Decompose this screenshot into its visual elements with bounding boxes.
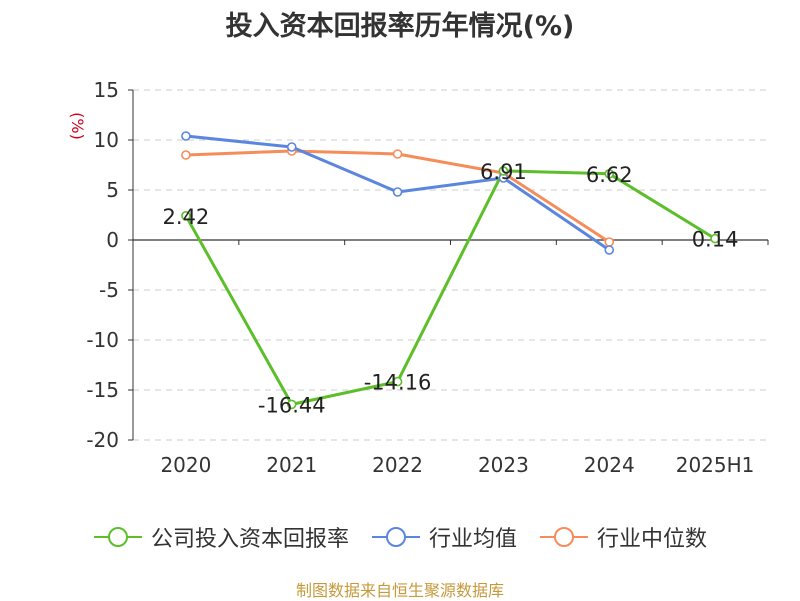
y-tick-label: -20	[86, 428, 119, 452]
legend-swatch	[540, 527, 588, 547]
legend-swatch-marker	[107, 527, 128, 547]
legend-label: 行业中位数	[597, 527, 708, 552]
x-tick-label: 2020	[160, 453, 211, 477]
y-tick-label: 5	[106, 178, 119, 202]
legend-swatch	[93, 527, 142, 547]
y-tick-label: 0	[106, 228, 119, 252]
x-tick-label: 2022	[372, 453, 423, 477]
legend-label: 行业均值	[428, 527, 517, 552]
data-point	[710, 233, 720, 244]
x-tick-label: 2024	[584, 453, 635, 477]
data-label: 0.14	[692, 228, 739, 252]
y-axis-unit: (%)	[68, 112, 87, 140]
series-points	[181, 131, 720, 410]
data-point	[181, 211, 191, 221]
legend-item: 行业均值	[371, 521, 517, 553]
axes: 15 10 5 0 -5 -10 -15 -20 2020 2021 2022 2023 2024 202…	[86, 78, 769, 477]
data-label: -14.16	[364, 371, 432, 395]
y-tick-label: 10	[94, 128, 119, 152]
legend: 公司投入资本回报率 行业均值 行业中位数	[0, 520, 800, 554]
y-tick-label: -10	[86, 328, 119, 352]
legend-label: 公司投入资本回报率	[150, 527, 349, 552]
data-point	[604, 245, 615, 255]
data-labels: 2.42 -16.44 -14.16 6.91 6.62 0.14	[163, 160, 739, 418]
legend-swatch-marker	[385, 527, 406, 547]
data-label: -16.44	[258, 393, 326, 417]
data-point	[286, 142, 297, 152]
legend-swatch	[371, 527, 420, 547]
legend-swatch-marker	[554, 527, 574, 547]
data-point	[392, 187, 403, 197]
chart-title: 投入资本回报率历年情况(%)	[225, 11, 575, 42]
data-point	[392, 149, 403, 159]
series-line-0	[184, 169, 716, 406]
data-point	[498, 166, 509, 176]
y-tick-label: -5	[99, 278, 119, 302]
y-tick-label: -15	[86, 378, 119, 402]
x-tick-label: 2021	[266, 453, 317, 477]
data-label: 2.42	[163, 205, 210, 229]
y-tick-label: 15	[94, 78, 119, 102]
grid-lines	[133, 89, 768, 441]
x-tick-label: 2023	[478, 453, 529, 477]
data-point	[604, 237, 615, 247]
data-point	[181, 150, 191, 160]
source-note: 制图数据来自恒生聚源数据库	[295, 581, 504, 600]
x-tick-label: 2025H1	[676, 453, 755, 477]
data-label: 6.62	[586, 163, 633, 187]
data-label: 6.91	[480, 160, 527, 184]
legend-item: 行业中位数	[539, 521, 707, 553]
data-point	[286, 399, 297, 410]
legend-item: 公司投入资本回报率	[93, 521, 349, 553]
data-point	[604, 169, 615, 179]
data-point	[181, 131, 191, 141]
data-point	[392, 376, 403, 387]
series-lines	[184, 134, 716, 406]
